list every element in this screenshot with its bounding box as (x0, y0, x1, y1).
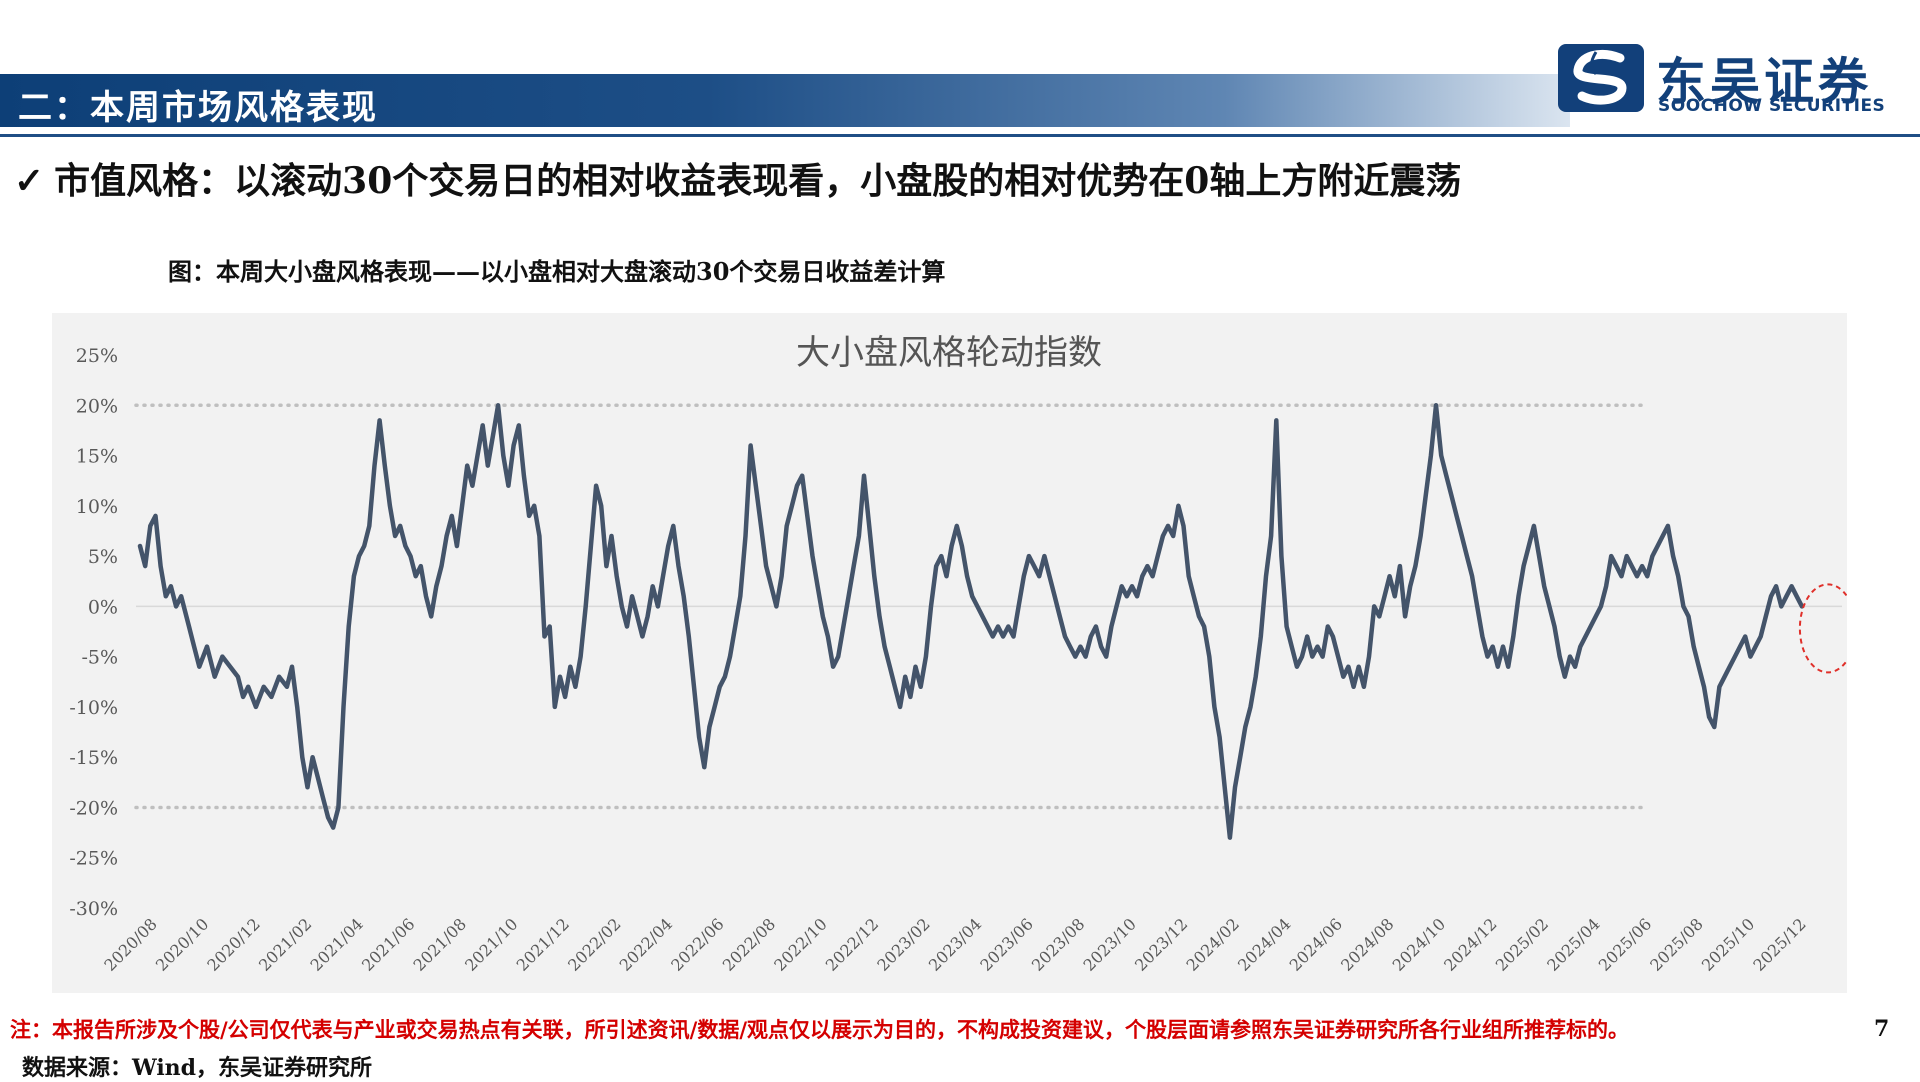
x-tick-label: 2024/02 (1183, 914, 1243, 974)
y-tick-label: 5% (88, 546, 118, 568)
page-number: 7 (1874, 1016, 1890, 1042)
x-tick-label: 2024/06 (1286, 914, 1346, 974)
x-tick-label: 2020/08 (100, 914, 160, 974)
data-source: 数据来源：Wind，东吴证券研究所 (22, 1055, 373, 1081)
highlight-ellipse (1798, 583, 1847, 674)
check-icon: ✓ (14, 160, 45, 202)
x-tick-label: 2020/10 (152, 914, 212, 974)
x-tick-label: 2023/12 (1131, 914, 1191, 974)
x-tick-label: 2025/12 (1749, 914, 1809, 974)
x-tick-label: 2022/06 (667, 914, 727, 974)
x-tick-label: 2021/08 (410, 914, 470, 974)
x-tick-label: 2021/02 (255, 914, 315, 974)
y-tick-label: 10% (76, 496, 118, 518)
series-line (137, 403, 1805, 840)
y-tick-label: 25% (76, 345, 118, 367)
disclaimer: 注：本报告所涉及个股/公司仅代表与产业或交易热点有关联，所引述资讯/数据/观点仅… (10, 1017, 1630, 1042)
y-tick-label: -20% (69, 797, 118, 819)
x-tick-label: 2022/04 (616, 914, 676, 974)
x-tick-label: 2023/10 (1079, 914, 1139, 974)
chart-title: 大小盘风格轮动指数 (796, 333, 1102, 373)
header-divider (0, 134, 1920, 137)
x-tick-label: 2025/08 (1646, 914, 1706, 974)
logo-name-en: SOOCHOW SECURITIES (1658, 96, 1886, 116)
section-title: 二：本周市场风格表现 (18, 88, 378, 128)
y-tick-label: 15% (76, 446, 118, 468)
y-tick-label: 0% (88, 596, 118, 618)
soochow-logo-icon (1558, 44, 1644, 112)
y-tick-label: -15% (69, 747, 118, 769)
section-title-bar (0, 74, 1570, 127)
headline-text: 市值风格：以滚动30个交易日的相对收益表现看，小盘股的相对优势在0轴上方附近震荡 (54, 160, 1462, 202)
x-tick-label: 2025/06 (1595, 914, 1655, 974)
y-tick-label: -5% (81, 647, 118, 669)
x-tick-label: 2022/08 (719, 914, 779, 974)
x-tick-label: 2021/04 (307, 914, 367, 974)
headline: ✓ 市值风格：以滚动30个交易日的相对收益表现看，小盘股的相对优势在0轴上方附近震… (14, 152, 1461, 204)
x-tick-label: 2021/06 (358, 914, 418, 974)
x-tick-label: 2022/12 (822, 914, 882, 974)
x-tick-label: 2025/02 (1492, 914, 1552, 974)
x-tick-label: 2024/10 (1389, 914, 1449, 974)
x-tick-label: 2024/04 (1234, 914, 1294, 974)
logo-name-cn: 东吴证券 (1656, 53, 1872, 111)
x-tick-label: 2023/08 (1028, 914, 1088, 974)
x-tick-label: 2025/04 (1543, 914, 1603, 974)
x-tick-label: 2020/12 (203, 914, 263, 974)
x-tick-label: 2022/02 (564, 914, 624, 974)
x-tick-label: 2022/10 (770, 914, 830, 974)
x-tick-label: 2025/10 (1698, 914, 1758, 974)
x-tick-label: 2023/04 (925, 914, 985, 974)
figure-caption: 图：本周大小盘风格表现——以小盘相对大盘滚动30个交易日收益差计算 (168, 257, 946, 286)
x-tick-label: 2023/02 (873, 914, 933, 974)
x-tick-label: 2021/12 (513, 914, 573, 974)
x-tick-label: 2023/06 (976, 914, 1036, 974)
x-tick-label: 2024/08 (1337, 914, 1397, 974)
y-tick-label: -30% (69, 898, 118, 920)
line-chart: 大小盘风格轮动指数 25% 20% 15% 10% 5% 0% -5% -10% -15% -20%… (69, 333, 1847, 975)
x-tick-label: 2024/12 (1440, 914, 1500, 974)
company-logo: 东吴证券 SOOCHOW SECURITIES (1556, 38, 1896, 118)
y-tick-label: -10% (69, 697, 118, 719)
y-tick-label: -25% (69, 848, 118, 870)
chart-panel: 大小盘风格轮动指数 25% 20% 15% 10% 5% 0% -5% -10% -15% -20%… (52, 313, 1847, 993)
x-tick-label: 2021/10 (461, 914, 521, 974)
y-tick-label: 20% (76, 395, 118, 417)
